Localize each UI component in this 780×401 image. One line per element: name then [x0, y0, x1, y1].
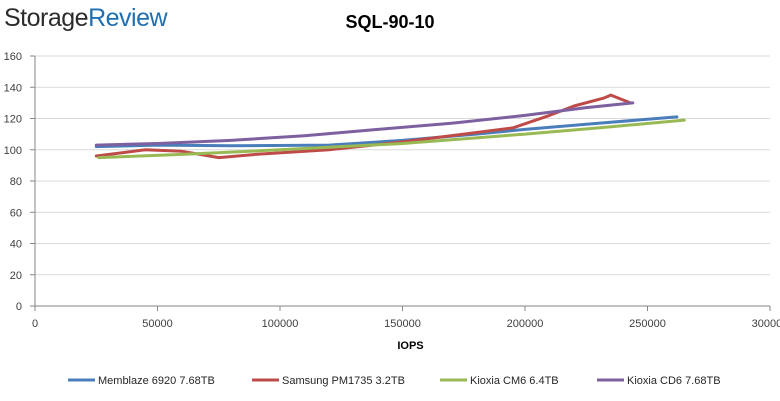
legend-label-3: Kioxia CM6 6.4TB — [470, 375, 559, 387]
y-tick-label-60: 60 — [10, 207, 22, 219]
y-tick-label-40: 40 — [10, 239, 22, 251]
y-tick-label-80: 80 — [10, 176, 22, 188]
y-tick-label-0: 0 — [16, 301, 22, 313]
storagereview-logo: StorageReview — [4, 4, 168, 33]
legend-label-1: Memblaze 6920 7.68TB — [98, 375, 215, 387]
y-tick-label-100: 100 — [4, 145, 22, 157]
chart-title: SQL-90-10 — [345, 12, 435, 32]
x-tick-label-250000: 250000 — [629, 318, 666, 330]
x-tick-label-300000: 300000 — [752, 318, 780, 330]
x-tick-label-0: 0 — [32, 318, 38, 330]
legend-label-2: Samsung PM1735 3.2TB — [282, 375, 405, 387]
logo-part-storage: Storage — [4, 4, 89, 32]
series-line-4 — [94, 101, 635, 147]
y-tick-label-140: 140 — [4, 82, 22, 94]
legend-label-4: Kioxia CD6 7.68TB — [627, 375, 721, 387]
x-tick-label-100000: 100000 — [262, 318, 299, 330]
y-tick-label-160: 160 — [4, 51, 22, 63]
series-line-3 — [97, 118, 686, 160]
x-tick-label-50000: 50000 — [142, 318, 173, 330]
x-axis-title: IOPS — [397, 340, 423, 352]
y-tick-label-20: 20 — [10, 270, 22, 282]
series-line-2 — [94, 93, 632, 160]
y-tick-label-120: 120 — [4, 114, 22, 126]
x-tick-label-150000: 150000 — [384, 318, 421, 330]
logo-part-review: Review — [88, 4, 168, 32]
x-tick-label-200000: 200000 — [507, 318, 544, 330]
